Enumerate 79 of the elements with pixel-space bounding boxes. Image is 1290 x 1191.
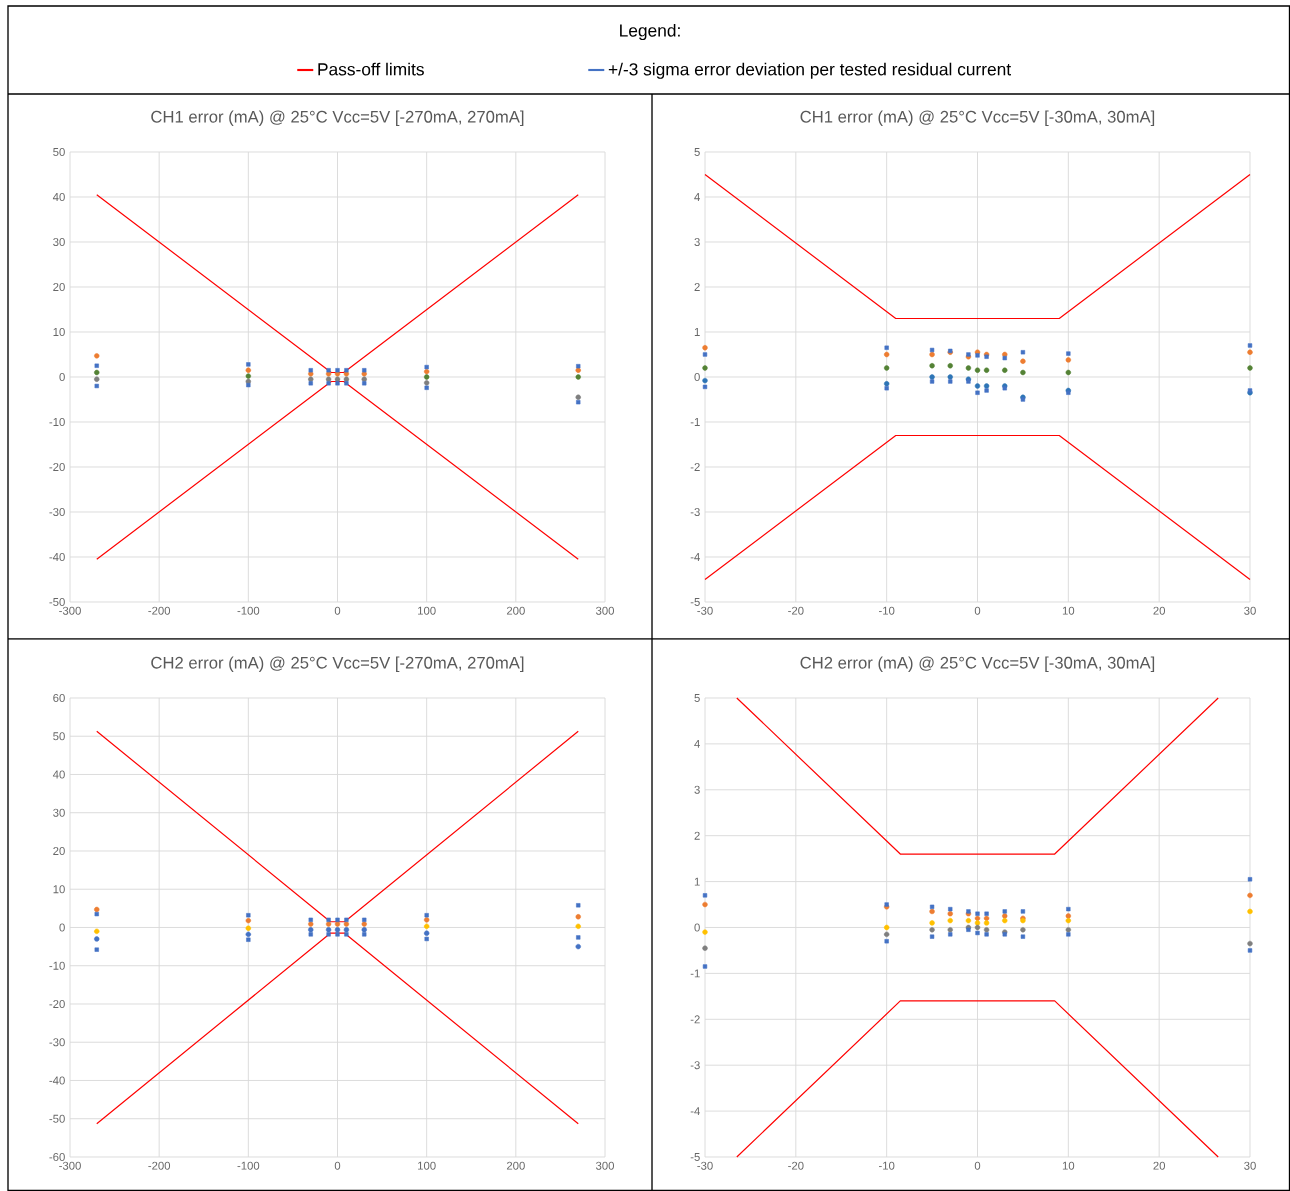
x-tick-label: 0 (974, 606, 981, 615)
y-tick-label: -2 (690, 463, 700, 471)
y-tick-label: 1 (694, 328, 700, 336)
y-tick-label: 4 (694, 193, 700, 201)
y-tick-label: -1 (690, 418, 700, 426)
x-tick-label: 10 (1062, 1161, 1075, 1170)
x-tick-label: 30 (1244, 1161, 1256, 1170)
y-tick-label: -40 (49, 1076, 65, 1085)
y-tick-label: 20 (53, 282, 65, 291)
y-tick-label: -10 (49, 961, 65, 970)
y-tick-label: 0 (59, 372, 65, 381)
x-tick-label: 0 (334, 1161, 341, 1170)
x-tick-label: 0 (974, 1161, 981, 1170)
legend-label: +/-3 sigma error deviation per tested residual current (608, 62, 1011, 79)
y-tick-label: -60 (49, 1152, 65, 1161)
y-tick-label: 30 (53, 237, 65, 246)
y-tick-label: 5 (694, 148, 700, 156)
chart-title: CH1 error (mA) @ 25°C Vcc=5V [-30mA, 30mA] (800, 110, 1155, 126)
y-tick-label: -50 (49, 1114, 65, 1123)
y-tick-label: -50 (49, 597, 65, 606)
chart-title: CH2 error (mA) @ 25°C Vcc=5V [-270mA, 270mA] (151, 656, 524, 672)
x-tick-label: 100 (418, 1161, 436, 1170)
x-tick-label: 200 (506, 606, 525, 615)
x-tick-label: -10 (878, 606, 895, 615)
x-tick-label: -10 (878, 1161, 895, 1170)
y-tick-label: -20 (49, 462, 65, 471)
x-tick-label: -100 (237, 606, 260, 615)
y-tick-label: 5 (694, 694, 700, 702)
y-tick-label: -3 (690, 507, 700, 516)
y-tick-label: 50 (53, 147, 65, 156)
y-tick-label: 3 (694, 237, 700, 246)
y-tick-label: -3 (690, 1061, 700, 1070)
y-tick-label: 0 (694, 372, 700, 381)
y-tick-label: -5 (690, 1153, 700, 1161)
x-tick-label: 200 (506, 1161, 525, 1170)
y-tick-label: -30 (49, 507, 65, 516)
x-tick-label: -200 (148, 1161, 171, 1170)
y-tick-label: -4 (690, 1107, 700, 1115)
y-tick-label: 3 (694, 785, 700, 794)
y-tick-label: 40 (52, 770, 65, 779)
x-tick-label: 10 (1062, 606, 1075, 615)
x-tick-label: 0 (334, 606, 341, 615)
chart-title: CH1 error (mA) @ 25°C Vcc=5V [-270mA, 270mA] (151, 110, 524, 126)
legend-title: Legend: (620, 23, 680, 41)
y-tick-label: -10 (49, 417, 65, 426)
y-tick-label: 40 (52, 192, 65, 201)
y-tick-label: -30 (49, 1038, 65, 1047)
y-tick-label: 10 (53, 327, 65, 336)
y-tick-label: -2 (690, 1015, 700, 1024)
y-tick-label: -5 (690, 598, 700, 606)
x-tick-label: 20 (1153, 1161, 1166, 1170)
x-tick-label: -200 (148, 606, 171, 615)
y-tick-label: 0 (59, 923, 65, 932)
y-tick-label: 20 (53, 846, 65, 855)
x-tick-label: 30 (1244, 606, 1256, 615)
y-tick-label: 2 (694, 283, 700, 291)
y-tick-label: 0 (694, 923, 700, 932)
y-tick-label: -1 (690, 969, 700, 978)
legend-label: Pass-off limits (318, 62, 424, 76)
x-tick-label: 20 (1153, 606, 1166, 615)
y-tick-label: 1 (694, 877, 700, 886)
y-tick-label: 30 (53, 808, 65, 817)
y-tick-label: 60 (53, 693, 65, 702)
x-tick-label: -300 (59, 1161, 81, 1170)
x-tick-label: -100 (237, 1161, 260, 1170)
y-tick-label: -4 (690, 553, 700, 561)
y-tick-label: 50 (53, 732, 65, 741)
x-tick-label: 300 (595, 1161, 615, 1170)
chart-title: CH2 error (mA) @ 25°C Vcc=5V [-30mA, 30mA] (800, 656, 1155, 672)
x-tick-label: 300 (595, 606, 615, 615)
y-tick-label: 2 (694, 831, 700, 840)
x-tick-label: -20 (788, 1161, 804, 1170)
y-tick-label: -40 (49, 552, 65, 561)
x-tick-label: -300 (59, 606, 81, 615)
x-tick-label: 100 (418, 606, 436, 615)
y-tick-label: 4 (694, 739, 700, 748)
y-tick-label: -20 (49, 999, 65, 1008)
y-tick-label: 10 (53, 885, 65, 894)
x-tick-label: -20 (788, 606, 804, 615)
